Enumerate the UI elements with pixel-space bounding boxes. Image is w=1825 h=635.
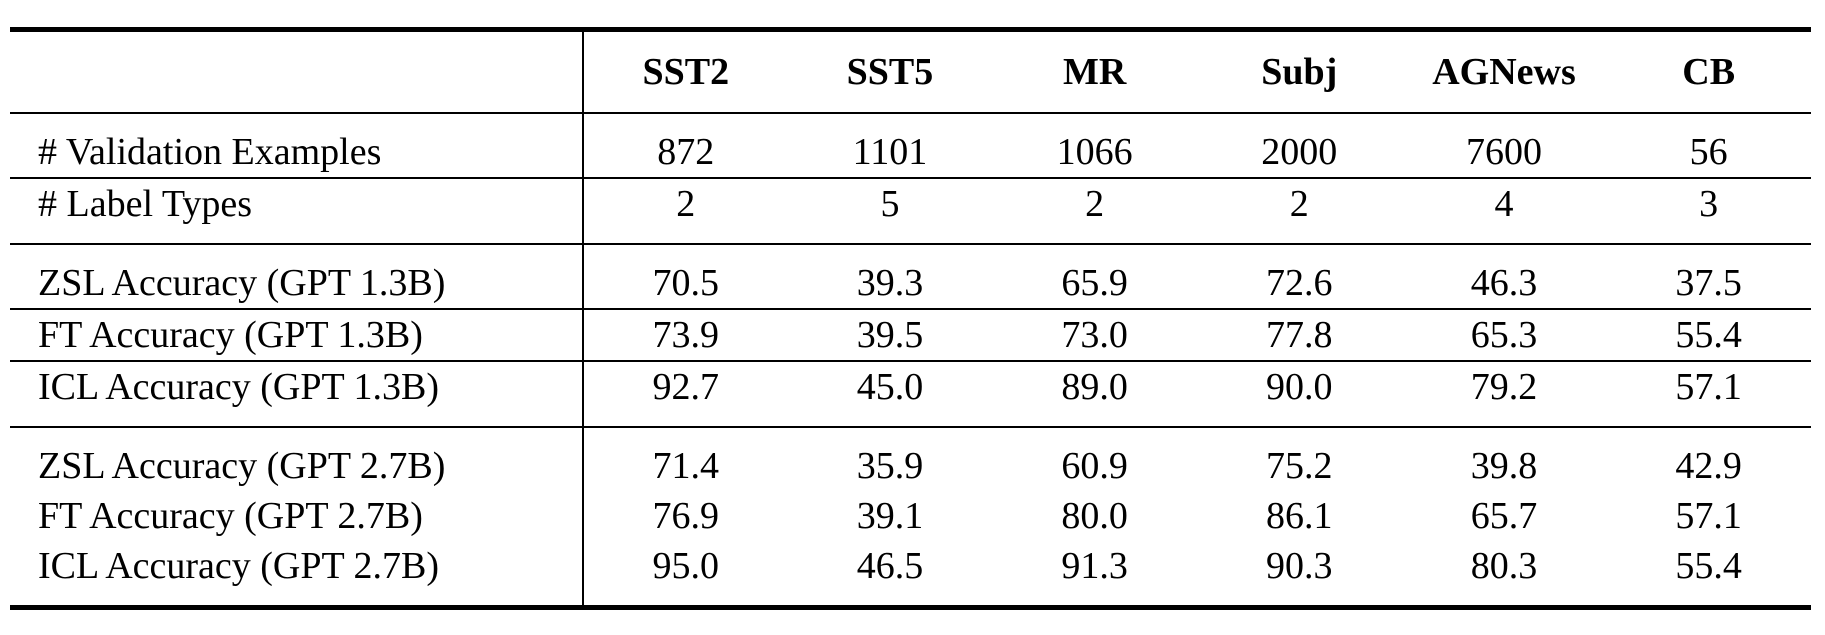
cell: 42.9 [1675, 445, 1742, 487]
cell: 75.2 [1266, 445, 1333, 487]
cell: 39.8 [1470, 445, 1538, 487]
cell: 73.9 [582, 309, 788, 362]
col-header-mr: MR [992, 29, 1197, 114]
cell: 7600 [1401, 113, 1607, 179]
row-label: # Label Types [10, 178, 584, 245]
cell: 2 [582, 178, 788, 245]
cell: 872 [582, 113, 788, 179]
cell: 46.3 [1401, 244, 1607, 310]
col-header-sst2: SST2 [582, 29, 788, 114]
cell: 76.9 [652, 495, 720, 537]
cell: 46.5 [856, 545, 924, 587]
cell: 2 [1196, 178, 1402, 245]
cell: 70.5 [582, 244, 788, 310]
results-table: SST2 SST5 MR Subj AGNews CB # Validation… [10, 27, 1811, 610]
cell: 95.0 [652, 545, 720, 587]
cell: 4 [1401, 178, 1607, 245]
table-row-label-types: # Label Types 2 5 2 2 4 3 [10, 178, 1811, 245]
cell: 39.5 [787, 309, 993, 362]
col-header-cb: CB [1606, 29, 1811, 114]
row-label: ICL Accuracy (GPT 2.7B) [10, 541, 584, 608]
cell: 77.8 [1196, 309, 1402, 362]
row-label: # Validation Examples [10, 113, 584, 179]
cell: 39.1 [856, 495, 924, 537]
table-row-zsl-2-7b: ZSL Accuracy (GPT 2.7B) 71.4 35.9 60.9 7… [10, 427, 1811, 491]
cell: 35.9 [856, 445, 924, 487]
cell: 2000 [1196, 113, 1402, 179]
cell: 2 [992, 178, 1197, 245]
cell: 60.9 [1061, 445, 1128, 487]
table-row-validation-examples: # Validation Examples 872 1101 1066 2000… [10, 113, 1811, 179]
cell: 79.2 [1401, 361, 1607, 428]
cell: 55.4 [1675, 545, 1742, 587]
cell: 57.1 [1675, 495, 1742, 537]
cell: 3 [1606, 178, 1811, 245]
cell: 90.3 [1266, 545, 1333, 587]
cell: 1101 [787, 113, 993, 179]
cell: 71.4 [652, 445, 720, 487]
cell: 80.3 [1470, 545, 1538, 587]
cell: 72.6 [1196, 244, 1402, 310]
cell: 65.3 [1401, 309, 1607, 362]
cell: 89.0 [992, 361, 1197, 428]
row-label: ZSL Accuracy (GPT 1.3B) [10, 244, 584, 310]
cell: 39.3 [787, 244, 993, 310]
col-header-agnews: AGNews [1401, 29, 1607, 114]
cell: 45.0 [787, 361, 993, 428]
row-label: FT Accuracy (GPT 1.3B) [10, 309, 584, 362]
cell: 80.0 [1061, 495, 1128, 537]
table-row-zsl-1-3b: ZSL Accuracy (GPT 1.3B) 70.5 39.3 65.9 7… [10, 244, 1811, 310]
col-header-sst5: SST5 [787, 29, 993, 114]
cell: 56 [1606, 113, 1811, 179]
gpt-2-7b-section: ZSL Accuracy (GPT 2.7B) 71.4 35.9 60.9 7… [10, 427, 1811, 608]
table-row-icl-1-3b: ICL Accuracy (GPT 1.3B) 92.7 45.0 89.0 9… [10, 361, 1811, 428]
cell: 91.3 [1061, 545, 1128, 587]
cell: 57.1 [1606, 361, 1811, 428]
gpt-1-3b-section: ZSL Accuracy (GPT 1.3B) 70.5 39.3 65.9 7… [10, 244, 1811, 428]
cell: 37.5 [1606, 244, 1811, 310]
cell: 90.0 [1196, 361, 1402, 428]
table-row-ft-1-3b: FT Accuracy (GPT 1.3B) 73.9 39.5 73.0 77… [10, 309, 1811, 362]
row-label: FT Accuracy (GPT 2.7B) [10, 491, 584, 541]
table-row-icl-2-7b: ICL Accuracy (GPT 2.7B) 95.0 46.5 91.3 9… [10, 541, 1811, 608]
corner-cell [10, 29, 584, 114]
cell: 1066 [992, 113, 1197, 179]
cell: 92.7 [582, 361, 788, 428]
cell: 55.4 [1606, 309, 1811, 362]
cell: 65.9 [992, 244, 1197, 310]
cell: 73.0 [992, 309, 1197, 362]
cell: 86.1 [1266, 495, 1333, 537]
col-header-subj: Subj [1196, 29, 1402, 114]
table-row-ft-2-7b: FT Accuracy (GPT 2.7B) 76.9 39.1 80.0 86… [10, 491, 1811, 541]
dataset-stats-section: # Validation Examples 872 1101 1066 2000… [10, 113, 1811, 245]
header-row: SST2 SST5 MR Subj AGNews CB [10, 29, 1811, 114]
row-label: ICL Accuracy (GPT 1.3B) [10, 361, 584, 428]
cell: 65.7 [1470, 495, 1538, 537]
cell: 5 [787, 178, 993, 245]
row-label: ZSL Accuracy (GPT 2.7B) [10, 427, 584, 491]
